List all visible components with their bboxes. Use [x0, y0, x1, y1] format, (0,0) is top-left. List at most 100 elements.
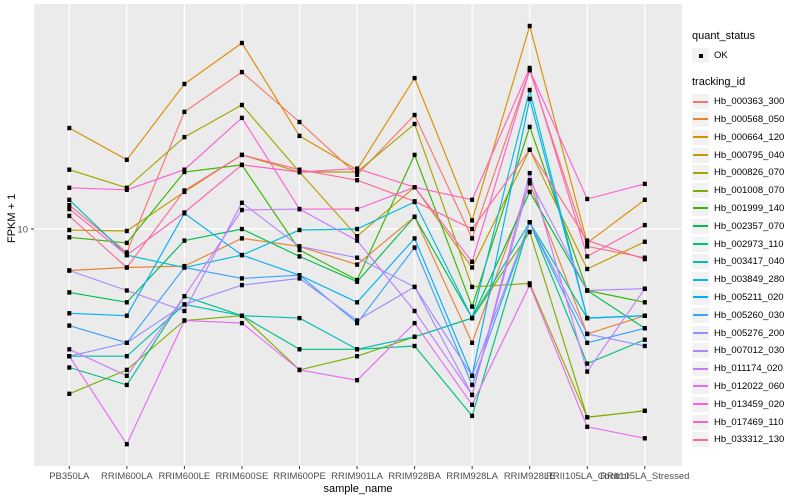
legend-item-Hb_000664_120: Hb_000664_120 [692, 128, 800, 146]
data-point [67, 202, 72, 208]
legend-item-label: Hb_003417_040 [714, 256, 785, 268]
data-point [642, 181, 647, 187]
data-point [412, 320, 417, 326]
legend-item-Hb_002357_070: Hb_002357_070 [692, 217, 800, 235]
legend-item-label: Hb_033312_130 [714, 434, 785, 446]
data-point [585, 288, 590, 293]
data-point [355, 172, 360, 177]
legend-item-Hb_033312_130: Hb_033312_130 [692, 431, 800, 449]
data-point [412, 308, 417, 314]
data-point [412, 214, 417, 219]
line-swatch-icon [692, 307, 709, 323]
legend-item-label: Hb_001999_140 [714, 202, 785, 214]
data-point [355, 166, 360, 171]
data-point [182, 308, 187, 314]
data-point [182, 210, 187, 215]
data-point [527, 178, 532, 183]
legend-item-label: Hb_007012_030 [714, 345, 785, 357]
y-axis-title: FPKM + 1 [6, 193, 18, 243]
data-point [124, 228, 129, 234]
data-point [355, 354, 360, 359]
data-point [355, 234, 360, 239]
legend-item-Hb_007012_030: Hb_007012_030 [692, 342, 800, 360]
data-point [182, 265, 187, 270]
data-point [585, 240, 590, 246]
data-point [239, 207, 244, 213]
data-point [124, 187, 129, 192]
data-point [297, 119, 302, 125]
data-point [124, 300, 129, 305]
data-point [182, 167, 187, 172]
data-point [297, 367, 302, 373]
data-point [239, 282, 244, 288]
legend-item-Hb_003417_040: Hb_003417_040 [692, 253, 800, 271]
data-point [527, 189, 532, 195]
data-point [67, 354, 72, 359]
data-point [239, 320, 244, 326]
data-point [297, 315, 302, 321]
data-point [470, 236, 475, 241]
data-point [124, 354, 129, 359]
data-point [470, 284, 475, 290]
x-tick-label: RRIM600LA [101, 471, 153, 482]
legend-item-label: Hb_002973_110 [714, 238, 784, 250]
data-point [239, 226, 244, 232]
data-point [642, 337, 647, 342]
legend-quant-status-block: quant_status OK [692, 30, 800, 65]
data-point [67, 311, 72, 316]
legend-item-label: Hb_011174_020 [714, 363, 783, 375]
legend-item-Hb_012022_060: Hb_012022_060 [692, 378, 800, 396]
data-point [585, 254, 590, 259]
data-point [124, 367, 129, 373]
data-point [412, 121, 417, 127]
data-point [124, 157, 129, 162]
data-point [412, 112, 417, 118]
data-point [124, 252, 129, 258]
data-point [470, 373, 475, 378]
data-point [527, 23, 532, 29]
x-tick-label: RRII105LA_Stressed [600, 471, 689, 482]
data-point [67, 290, 72, 295]
data-point [67, 213, 72, 219]
data-point [585, 369, 590, 374]
legend-item-ok: OK [692, 47, 800, 65]
legend-item-label: Hb_005211_020 [714, 291, 784, 303]
legend-item-label: Hb_000568_050 [714, 113, 785, 125]
point-swatch-icon [692, 48, 709, 64]
data-point [67, 206, 72, 212]
data-point [355, 178, 360, 183]
data-point [527, 124, 532, 130]
data-point [297, 276, 302, 281]
data-point [642, 239, 647, 244]
data-point [470, 392, 475, 398]
legend-item-label: Hb_012022_060 [714, 380, 785, 392]
x-tick-label: RRIM928BA [388, 471, 441, 482]
data-point [527, 65, 532, 71]
x-tick-label: RRII105LA_Control [546, 471, 628, 482]
data-point [297, 244, 302, 249]
data-point [412, 75, 417, 81]
legend-item-label: Hb_000826_070 [714, 167, 785, 179]
data-point [355, 206, 360, 212]
legend-item-label: Hb_001008_070 [714, 185, 785, 197]
data-point [182, 134, 187, 140]
legend-item-Hb_001008_070: Hb_001008_070 [692, 182, 800, 200]
data-point [642, 436, 647, 441]
data-point [67, 391, 72, 396]
data-point [527, 220, 532, 225]
y-tick-label: 10 [17, 225, 28, 236]
line-swatch-icon [692, 343, 709, 359]
data-point [585, 424, 590, 429]
line-swatch-icon [692, 254, 709, 270]
line-swatch-icon [692, 414, 709, 430]
data-point [470, 315, 475, 321]
data-point [124, 288, 129, 293]
data-point [585, 244, 590, 249]
data-point [182, 188, 187, 193]
data-point [239, 115, 244, 121]
legend-item-Hb_000826_070: Hb_000826_070 [692, 164, 800, 182]
data-point [527, 170, 532, 176]
data-point [355, 279, 360, 284]
legend-item-Hb_013459_020: Hb_013459_020 [692, 395, 800, 413]
data-point [67, 185, 72, 190]
